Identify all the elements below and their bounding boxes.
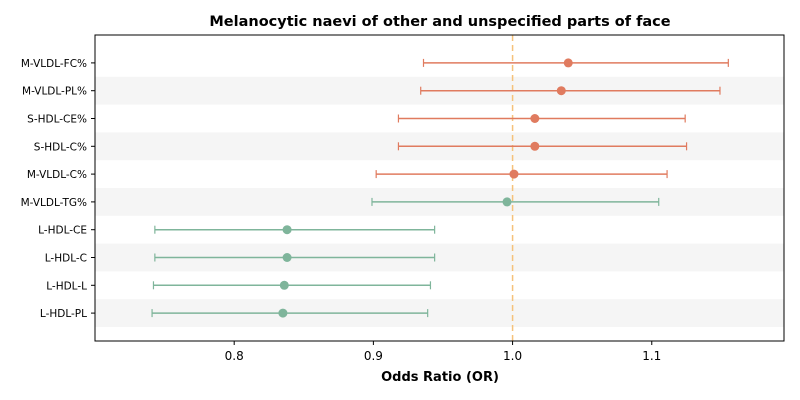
y-tick-label: M-VLDL-TG% bbox=[21, 197, 87, 209]
or-point bbox=[530, 141, 540, 151]
y-tick-label: M-VLDL-FC% bbox=[21, 58, 87, 70]
or-point bbox=[282, 253, 292, 262]
or-point bbox=[279, 280, 289, 290]
x-tick-label: 0.9 bbox=[364, 349, 383, 363]
or-point bbox=[502, 197, 512, 207]
or-point bbox=[278, 308, 288, 318]
or-point bbox=[556, 86, 566, 96]
y-tick-label: L-HDL-PL bbox=[40, 308, 87, 320]
y-tick-label: S-HDL-C% bbox=[34, 141, 87, 153]
y-tick-label: M-VLDL-C% bbox=[27, 169, 87, 181]
plot-frame bbox=[94, 34, 785, 342]
or-point bbox=[563, 58, 573, 68]
or-point bbox=[530, 114, 540, 123]
x-axis-label: Odds Ratio (OR) bbox=[381, 370, 499, 385]
y-tick-label: L-HDL-L bbox=[46, 280, 87, 292]
y-tick-label: L-HDL-CE bbox=[38, 225, 87, 237]
y-axis-ticks: M-VLDL-FC% M-VLDL-PL% S-HDL-CE% S-HDL-C% M-V… bbox=[21, 58, 95, 320]
y-tick-label: L-HDL-C bbox=[45, 253, 87, 265]
x-tick-label: 1.1 bbox=[642, 349, 661, 363]
y-tick-label: M-VLDL-PL% bbox=[22, 86, 87, 98]
chart-title: Melanocytic naevi of other and unspecifi… bbox=[209, 14, 670, 30]
y-tick-label: S-HDL-CE% bbox=[27, 114, 87, 126]
chart-marks bbox=[151, 58, 729, 318]
x-axis-ticks: 0.8 0.9 1.0 1.1 bbox=[225, 341, 661, 363]
x-tick-label: 0.8 bbox=[225, 349, 244, 363]
x-tick-label: 1.0 bbox=[503, 349, 522, 363]
or-point bbox=[282, 225, 292, 235]
or-point bbox=[509, 169, 519, 179]
